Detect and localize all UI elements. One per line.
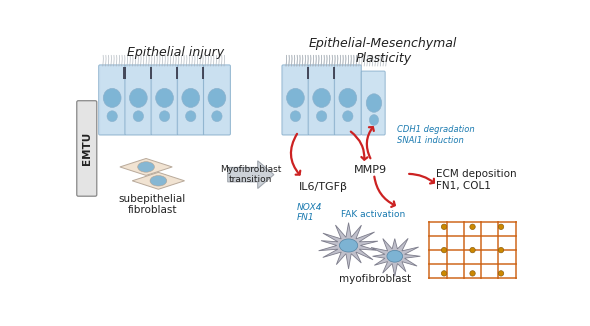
Bar <box>202 67 204 79</box>
Ellipse shape <box>150 175 167 186</box>
Ellipse shape <box>208 88 226 107</box>
Bar <box>307 67 309 79</box>
Ellipse shape <box>499 224 504 230</box>
Text: Myofibroblast
transition: Myofibroblast transition <box>220 165 281 184</box>
Text: Epithelial-Mesenchymal
Plasticity: Epithelial-Mesenchymal Plasticity <box>309 37 457 66</box>
Bar <box>333 67 335 79</box>
Ellipse shape <box>159 111 170 122</box>
FancyBboxPatch shape <box>77 101 97 196</box>
Ellipse shape <box>107 111 117 122</box>
Ellipse shape <box>212 111 222 122</box>
Ellipse shape <box>137 162 155 172</box>
Bar <box>176 67 178 79</box>
FancyBboxPatch shape <box>282 65 309 135</box>
Text: ECM deposition
FN1, COL1: ECM deposition FN1, COL1 <box>435 169 516 191</box>
Bar <box>123 67 126 79</box>
Text: subepithelial
fibroblast: subepithelial fibroblast <box>119 194 186 215</box>
Text: NOX4
FN1: NOX4 FN1 <box>297 203 323 222</box>
Text: Epithelial injury: Epithelial injury <box>127 46 224 59</box>
FancyBboxPatch shape <box>151 65 178 135</box>
Text: CDH1 degradation
SNAI1 induction: CDH1 degradation SNAI1 induction <box>397 126 475 145</box>
Ellipse shape <box>129 88 148 107</box>
FancyBboxPatch shape <box>335 65 361 135</box>
FancyBboxPatch shape <box>308 65 335 135</box>
Ellipse shape <box>499 271 504 276</box>
Ellipse shape <box>470 224 475 230</box>
FancyBboxPatch shape <box>204 65 230 135</box>
Ellipse shape <box>133 111 143 122</box>
Ellipse shape <box>441 247 447 253</box>
FancyBboxPatch shape <box>177 65 204 135</box>
FancyBboxPatch shape <box>125 65 152 135</box>
Ellipse shape <box>290 111 301 122</box>
Ellipse shape <box>287 88 304 107</box>
Ellipse shape <box>470 247 475 253</box>
Ellipse shape <box>387 250 402 262</box>
Text: IL6/TGFβ: IL6/TGFβ <box>299 182 348 192</box>
Polygon shape <box>132 172 185 189</box>
Text: MMP9: MMP9 <box>353 165 386 175</box>
Ellipse shape <box>366 94 382 112</box>
Ellipse shape <box>313 88 330 107</box>
Ellipse shape <box>103 88 121 107</box>
Ellipse shape <box>339 88 357 107</box>
Bar <box>149 67 152 79</box>
Ellipse shape <box>343 111 353 122</box>
Text: FAK activation: FAK activation <box>341 210 405 219</box>
Ellipse shape <box>441 224 447 230</box>
Ellipse shape <box>441 271 447 276</box>
Ellipse shape <box>499 247 504 253</box>
Ellipse shape <box>156 88 173 107</box>
Bar <box>283 66 360 134</box>
Ellipse shape <box>339 239 358 252</box>
FancyBboxPatch shape <box>99 65 126 135</box>
Ellipse shape <box>185 111 196 122</box>
FancyBboxPatch shape <box>361 71 385 135</box>
Text: myofibroblast: myofibroblast <box>339 274 412 284</box>
Polygon shape <box>371 238 420 276</box>
Ellipse shape <box>316 111 327 122</box>
Bar <box>100 66 230 134</box>
Polygon shape <box>228 161 274 188</box>
Polygon shape <box>319 223 378 269</box>
Ellipse shape <box>369 114 379 126</box>
Ellipse shape <box>470 271 475 276</box>
Polygon shape <box>120 158 172 175</box>
Text: EMTU: EMTU <box>82 132 92 165</box>
Ellipse shape <box>182 88 199 107</box>
